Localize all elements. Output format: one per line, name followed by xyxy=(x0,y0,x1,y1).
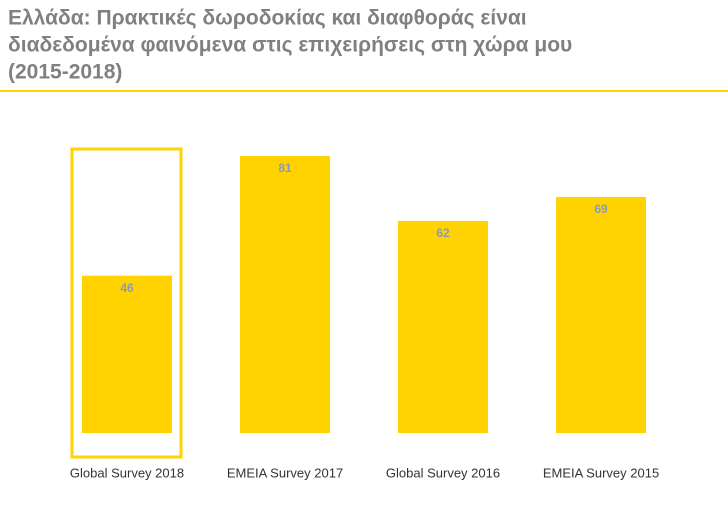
x-tick-label: EMEIA Survey 2017 xyxy=(227,465,343,480)
chart-title: (2015-2018) xyxy=(8,61,122,84)
bar xyxy=(240,155,330,434)
x-tick-label: EMEIA Survey 2015 xyxy=(543,465,659,480)
x-tick-label: Global Survey 2018 xyxy=(70,465,184,480)
bar xyxy=(398,220,488,433)
value-label: 81 xyxy=(278,161,292,175)
bar xyxy=(556,197,646,433)
value-label: 69 xyxy=(594,202,608,216)
chart-title: διαδεδομένα φαινόμενα στις επιχειρήσεις … xyxy=(8,34,572,57)
value-label: 62 xyxy=(436,226,450,240)
value-label: 46 xyxy=(120,281,134,295)
chart-title: Ελλάδα: Πρακτικές δωροδοκίας και διαφθορ… xyxy=(8,7,527,30)
highlight-box xyxy=(70,147,183,459)
x-tick-label: Global Survey 2016 xyxy=(386,465,500,480)
bar xyxy=(82,275,172,433)
